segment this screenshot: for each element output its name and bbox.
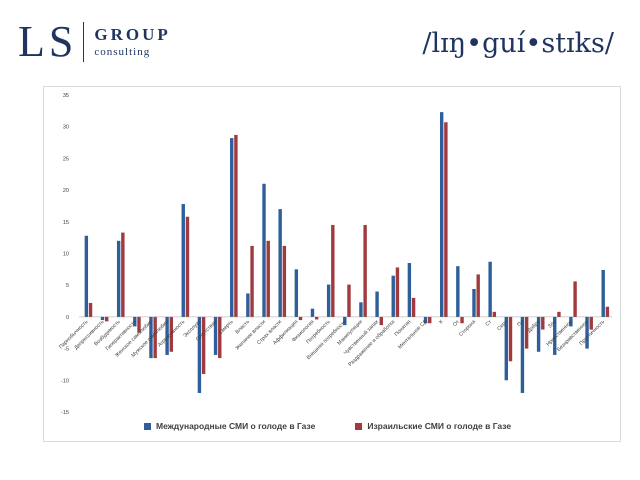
bar-series2 <box>234 134 238 317</box>
bar-series1 <box>536 316 541 352</box>
y-tick-label: 30 <box>63 125 69 131</box>
bar-series1 <box>100 316 105 321</box>
bar-series1 <box>181 204 185 317</box>
legend-swatch-series2 <box>355 422 363 430</box>
x-tick-label: От <box>452 319 461 328</box>
bar-series2 <box>395 267 400 317</box>
y-tick-label: 15 <box>63 220 69 226</box>
y-tick-label: -15 <box>61 410 69 416</box>
linguistiks-logo: /lɪŋ•guí•stɪks/ <box>422 28 614 59</box>
legend-item-series2: Израильские СМИ о голоде в Газе <box>355 421 511 431</box>
bar-series1 <box>520 316 525 393</box>
bar-series2 <box>201 316 206 374</box>
bar-series1 <box>262 183 266 317</box>
bar-series1 <box>343 316 347 326</box>
y-tick-label: 5 <box>66 283 69 289</box>
bar-series2 <box>557 311 561 317</box>
legend-label-series2: Израильские СМИ о голоде в Газе <box>367 421 512 431</box>
bar-series1 <box>294 269 299 317</box>
bar-series2 <box>347 284 351 317</box>
y-tick-label: -5 <box>64 347 69 353</box>
bar-series2 <box>411 297 416 317</box>
y-tick-label: 35 <box>63 93 69 99</box>
x-tick-label: Зло <box>547 319 558 330</box>
bar-series2 <box>363 224 367 317</box>
bar-series2 <box>460 316 464 324</box>
bar-series2 <box>508 316 513 362</box>
chart-legend: Международные СМИ о голоде в Газе Израил… <box>144 421 511 431</box>
bar-series1 <box>213 316 218 355</box>
bar-series2 <box>476 274 480 317</box>
bar-series2 <box>137 316 141 333</box>
bar-series2 <box>185 216 190 317</box>
bar-series2 <box>250 245 254 317</box>
bar-series2 <box>169 316 174 352</box>
bar-series1 <box>133 316 137 327</box>
bar-series1 <box>407 263 412 317</box>
bar-series1 <box>278 209 282 317</box>
bar-series2 <box>298 316 303 321</box>
bar-series1 <box>472 289 476 317</box>
y-tick-label: 10 <box>63 252 69 258</box>
bar-series1 <box>601 269 605 317</box>
logo-group-text: GROUP <box>94 25 171 44</box>
bar-series2 <box>88 302 93 317</box>
bar-series1 <box>149 316 153 359</box>
bar-series2 <box>541 316 545 330</box>
bar-series2 <box>105 316 109 322</box>
bar-series1 <box>553 316 557 355</box>
bar-series1 <box>230 138 234 317</box>
bar-series1 <box>423 316 428 324</box>
logo-divider <box>83 22 85 62</box>
y-tick-label: 25 <box>63 156 69 162</box>
bar-series1 <box>326 284 331 317</box>
bar-series2 <box>121 232 125 317</box>
bar-series1 <box>391 275 395 317</box>
x-tick-label: Пл <box>516 319 525 328</box>
logo-text-stack: GROUP consulting <box>94 25 170 59</box>
bar-series1 <box>375 291 379 317</box>
bar-series2 <box>492 311 497 317</box>
bar-series1 <box>504 316 508 381</box>
x-tick-label: Ментальное СД <box>397 319 429 351</box>
bar-series2 <box>331 224 335 317</box>
y-tick-label: 0 <box>66 315 69 321</box>
bar-series1 <box>488 261 492 317</box>
x-tick-label: К <box>438 319 444 325</box>
bar-series1 <box>456 266 460 317</box>
bar-series1 <box>246 293 250 317</box>
bar-series2 <box>266 240 270 317</box>
y-tick-label: -10 <box>61 378 69 384</box>
bar-series2 <box>218 316 222 359</box>
bar-series1 <box>116 240 121 317</box>
legend-label-series1: Международные СМИ о голоде в Газе <box>156 421 316 431</box>
x-tick-label: Ст <box>485 319 494 328</box>
legend-item-series1: Международные СМИ о голоде в Газе <box>144 421 315 431</box>
bar-series2 <box>428 316 432 324</box>
logo-ls-text: LS <box>18 17 78 66</box>
bar-series1 <box>310 308 315 317</box>
y-tick-label: 20 <box>63 188 69 194</box>
bar-series2 <box>379 316 383 326</box>
bar-series2 <box>314 316 319 320</box>
bar-series2 <box>573 281 577 317</box>
bar-series2 <box>444 122 448 317</box>
chart-container: -15 -10 -5 0 5 10 15 20 25 30 35 Парнобычность Депре… <box>43 86 621 442</box>
bar-series1 <box>197 316 202 393</box>
bar-series2 <box>524 316 529 349</box>
bar-series1 <box>84 235 89 317</box>
bar-series1 <box>439 112 444 317</box>
bar-chart: -15-10-505101520253035ПарнобычностьДепре… <box>58 93 612 416</box>
bar-series2 <box>282 245 287 317</box>
legend-swatch-series1 <box>144 422 151 430</box>
bar-series1 <box>569 316 573 327</box>
logo-consulting-text: consulting <box>94 46 151 58</box>
bar-series1 <box>585 316 589 349</box>
ls-group-logo: LS GROUP consulting <box>18 20 171 64</box>
bar-series2 <box>589 316 593 330</box>
bar-series1 <box>165 316 169 355</box>
bar-series2 <box>153 316 157 359</box>
bar-series2 <box>605 306 610 317</box>
bar-series1 <box>359 302 363 317</box>
